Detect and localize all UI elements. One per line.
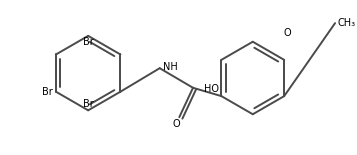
Text: Br: Br — [42, 87, 53, 97]
Text: Br: Br — [83, 37, 94, 47]
Text: HO: HO — [205, 84, 220, 94]
Text: O: O — [172, 119, 180, 129]
Text: CH₃: CH₃ — [337, 18, 355, 28]
Text: Br: Br — [83, 99, 94, 109]
Text: NH: NH — [163, 62, 177, 72]
Text: O: O — [283, 28, 291, 38]
